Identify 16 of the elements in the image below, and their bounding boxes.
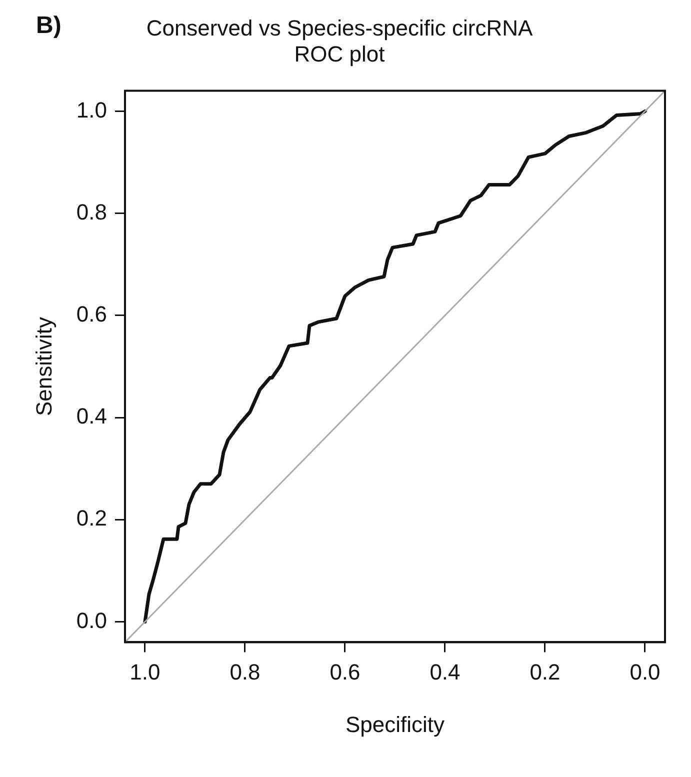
x-axis-title: Specificity bbox=[345, 712, 445, 737]
y-tick-label: 1.0 bbox=[76, 97, 107, 122]
chart-title: Conserved vs Species-specific circRNA ROC plot bbox=[146, 15, 533, 67]
y-tick-label: 0.8 bbox=[76, 199, 107, 224]
y-tick-label: 0.0 bbox=[76, 608, 107, 633]
y-tick-label: 0.2 bbox=[76, 506, 107, 531]
y-axis-title: Sensitivity bbox=[31, 316, 56, 416]
x-tick-label: 0.4 bbox=[430, 659, 460, 684]
x-tick-label: 0.2 bbox=[530, 659, 560, 684]
text: B) bbox=[36, 12, 62, 40]
x-tick-label: 0.0 bbox=[630, 659, 660, 684]
x-tick-label: 0.6 bbox=[330, 659, 360, 684]
x-tick-label: 1.0 bbox=[130, 659, 160, 684]
y-tick-label: 0.6 bbox=[76, 302, 107, 327]
y-tick-label: 0.4 bbox=[76, 404, 107, 429]
x-tick-label: 0.8 bbox=[230, 659, 260, 684]
